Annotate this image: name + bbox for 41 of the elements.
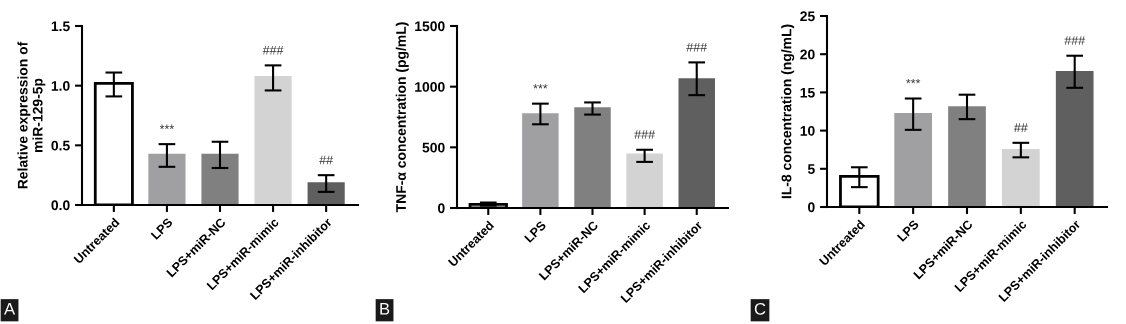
bar — [254, 76, 292, 205]
annotation: ## — [319, 155, 334, 165]
y-tick-label: 5 — [807, 164, 815, 174]
bar — [307, 182, 345, 205]
annotation: *** — [159, 124, 175, 129]
text: A — [4, 303, 16, 315]
y-axis-title: TNF-α concentration (pg/mL) — [395, 22, 409, 213]
bar — [522, 113, 559, 208]
text: B — [380, 303, 390, 315]
bar — [1002, 148, 1040, 207]
annotation: ### — [686, 42, 708, 52]
y-tick-label: 0.0 — [51, 200, 70, 211]
y-tick-label: 10 — [800, 125, 815, 136]
y-axis-title: Relative expression of miR-129-5p — [17, 41, 46, 189]
y-tick-label: 1.5 — [51, 21, 70, 32]
text: C — [754, 302, 766, 315]
y-tick-label: 1500 — [415, 21, 445, 32]
bar — [678, 78, 715, 208]
y-tick-label: 0 — [438, 203, 445, 214]
y-tick-label: 15 — [800, 87, 815, 98]
bar — [626, 153, 663, 208]
y-tick-label: 0 — [808, 202, 815, 213]
y-tick-label: 0.5 — [51, 140, 70, 151]
annotation: ### — [634, 130, 655, 139]
y-tick-label: 1.0 — [51, 81, 70, 91]
bar — [894, 113, 932, 207]
y-tick-label: 25 — [800, 11, 815, 22]
annotation: *** — [906, 78, 921, 84]
annotation: ### — [1064, 36, 1086, 45]
bar — [948, 106, 986, 207]
annotation: ## — [1013, 123, 1028, 132]
bar — [574, 107, 611, 208]
annotation: ### — [262, 45, 284, 55]
y-tick-label: 1000 — [415, 82, 445, 92]
bar — [1055, 71, 1094, 207]
y-axis-title: IL-8 concentration (ng/mL) — [781, 24, 795, 199]
y-tick-label: 500 — [422, 142, 445, 153]
bar — [148, 153, 186, 205]
annotation: *** — [533, 84, 548, 89]
y-tick-label: 20 — [800, 49, 815, 60]
bar — [201, 153, 239, 205]
